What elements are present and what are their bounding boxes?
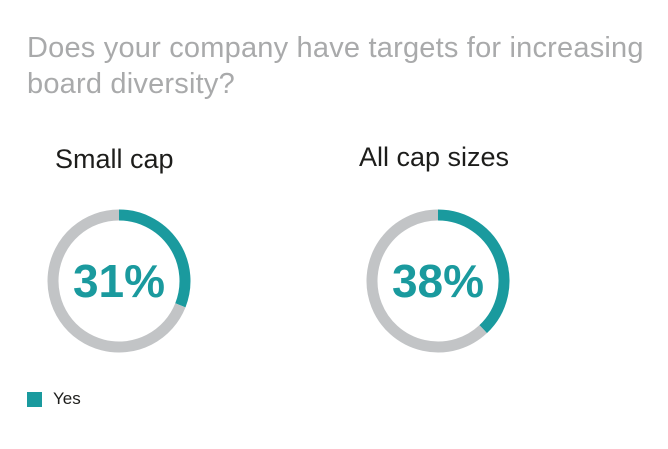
chart-question-title: Does your company have targets for incre… [27, 32, 644, 100]
all-cap-donut-chart: 38% [366, 209, 510, 353]
all-cap-percentage-label: 38% [392, 255, 484, 307]
small-cap-donut-chart: 31% [47, 209, 191, 353]
legend: Yes [27, 389, 81, 409]
donut-slice-other [47, 209, 186, 353]
small-cap-chart-title: Small cap [55, 144, 174, 174]
legend-swatch-yes [27, 391, 42, 407]
donut-slice-yes [437, 209, 510, 334]
all-cap-chart-title: All cap sizes [359, 142, 510, 172]
small-cap-percentage-label: 31% [73, 255, 165, 307]
donut-slice-other [366, 209, 487, 353]
donut-slice-yes [118, 209, 191, 308]
legend-label-yes: Yes [53, 389, 81, 408]
